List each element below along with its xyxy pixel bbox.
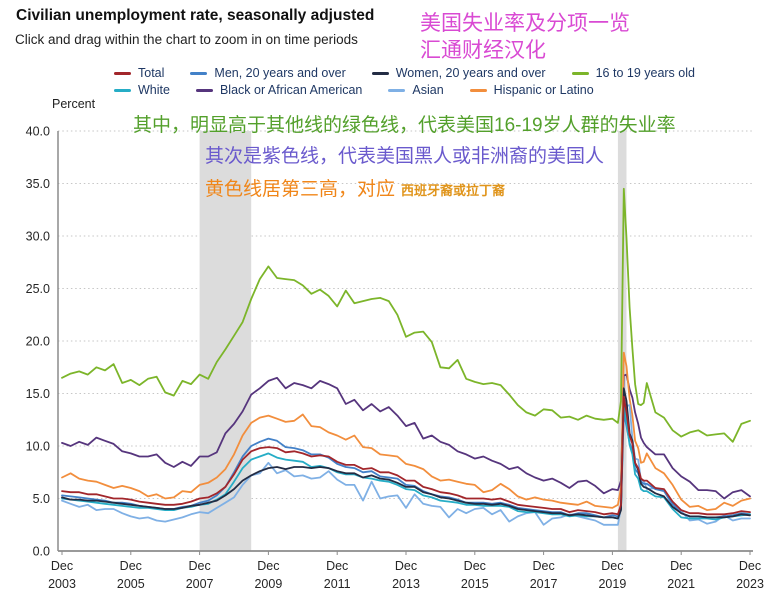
legend-swatch-white — [114, 88, 131, 92]
y-tick-label-35.0: 35.0 — [26, 177, 50, 191]
x-tick-year-2019: 2019 — [598, 577, 626, 591]
y-tick-label-30.0: 30.0 — [26, 230, 50, 244]
y-tick-label-20.0: 20.0 — [26, 335, 50, 349]
y-tick-label-5.0: 5.0 — [33, 492, 50, 506]
legend-label-16-to-19-years-old: 16 to 19 years old — [595, 66, 695, 80]
x-tick-month-2003: Dec — [51, 559, 73, 573]
annotation-teens-note: 其中，明显高于其他线的绿色线，代表美国16-19岁人群的失业率 — [133, 115, 676, 136]
legend-item-white[interactable]: White — [114, 83, 170, 97]
y-axis-title: Percent — [52, 97, 96, 111]
legend-item-black-or-african-american[interactable]: Black or African American — [195, 83, 363, 97]
legend-item-16-to-19-years-old[interactable]: 16 to 19 years old — [571, 66, 695, 80]
series-line-hispanic-or-latino — [61, 351, 751, 512]
chart-title: Civilian unemployment rate, seasonally a… — [16, 7, 375, 24]
watermark-line-2: 汇通财经汉化 — [420, 39, 546, 62]
y-tick-label-15.0: 15.0 — [26, 387, 50, 401]
series-line-total — [61, 395, 751, 516]
chart-subtitle: Click and drag within the chart to zoom … — [15, 32, 358, 47]
legend-label-hispanic-or-latino: Hispanic or Latino — [493, 83, 594, 97]
y-tick-label-10.0: 10.0 — [26, 440, 50, 454]
y-tick-label-0.0: 0.0 — [33, 545, 50, 559]
x-tick-year-2013: 2013 — [392, 577, 420, 591]
legend-swatch-asian — [388, 88, 406, 92]
x-tick-month-2011: Dec — [326, 559, 348, 573]
legend-label-white: White — [138, 83, 170, 97]
x-tick-month-2005: Dec — [120, 559, 142, 573]
x-tick-month-2013: Dec — [395, 559, 417, 573]
x-tick-year-2023: 2023 — [736, 577, 764, 591]
x-tick-year-2009: 2009 — [254, 577, 282, 591]
chart-legend: Total Men, 20 years and over Women, 20 yea… — [114, 66, 695, 97]
watermark-chinese: 美国失业率及分项一览 汇通财经汉化 — [420, 10, 630, 64]
legend-swatch-men-20-years-and-over — [190, 71, 208, 75]
x-tick-year-2005: 2005 — [117, 577, 145, 591]
legend-label-men-20-years-and-over: Men, 20 years and over — [214, 66, 346, 80]
legend-swatch-hispanic-or-latino — [469, 88, 487, 92]
legend-item-men-20-years-and-over[interactable]: Men, 20 years and over — [190, 66, 346, 80]
legend-row-1: Total Men, 20 years and over Women, 20 yea… — [114, 66, 695, 80]
x-tick-year-2021: 2021 — [667, 577, 695, 591]
legend-item-hispanic-or-latino[interactable]: Hispanic or Latino — [469, 83, 594, 97]
legend-swatch-black-or-african-american — [195, 88, 213, 92]
legend-label-women-20-years-and-over: Women, 20 years and over — [395, 66, 546, 80]
legend-row-2: White Black or African American Asian Hispa… — [114, 83, 695, 97]
x-tick-year-2003: 2003 — [48, 577, 76, 591]
x-tick-year-2015: 2015 — [461, 577, 489, 591]
x-tick-year-2007: 2007 — [186, 577, 214, 591]
legend-item-women-20-years-and-over[interactable]: Women, 20 years and over — [371, 66, 546, 80]
y-tick-label-25.0: 25.0 — [26, 282, 50, 296]
x-tick-month-2021: Dec — [670, 559, 692, 573]
x-tick-month-2017: Dec — [532, 559, 554, 573]
x-tick-month-2019: Dec — [601, 559, 623, 573]
legend-label-total: Total — [138, 66, 165, 80]
annotation-black-note: 其次是紫色线，代表美国黑人或非洲裔的美国人 — [205, 146, 605, 167]
legend-label-black-or-african-american: Black or African American — [219, 83, 363, 97]
x-tick-month-2015: Dec — [464, 559, 486, 573]
legend-swatch-16-to-19-years-old — [571, 71, 589, 75]
legend-item-total[interactable]: Total — [114, 66, 164, 80]
legend-item-asian[interactable]: Asian — [388, 83, 444, 97]
legend-label-asian: Asian — [412, 83, 444, 97]
series-line-16-to-19-years-old — [61, 187, 751, 443]
x-tick-month-2023: Dec — [739, 559, 761, 573]
series-line-women-20-years-and-over — [61, 387, 751, 520]
y-tick-label-40.0: 40.0 — [26, 125, 50, 139]
series-line-black-or-african-american — [61, 373, 751, 500]
annotation-hispanic-main: 黄色线居第三高，对应 — [205, 179, 396, 200]
x-tick-year-2017: 2017 — [530, 577, 558, 591]
watermark-line-1: 美国失业率及分项一览 — [420, 12, 630, 35]
annotation-hispanic-note: 黄色线居第三高，对应 西班牙裔或拉丁裔 — [205, 174, 505, 201]
legend-swatch-total — [114, 71, 131, 75]
x-tick-month-2009: Dec — [257, 559, 279, 573]
x-tick-month-2007: Dec — [188, 559, 210, 573]
x-tick-year-2011: 2011 — [324, 577, 351, 591]
annotation-hispanic-small: 西班牙裔或拉丁裔 — [401, 183, 506, 198]
legend-swatch-women-20-years-and-over — [371, 71, 389, 75]
